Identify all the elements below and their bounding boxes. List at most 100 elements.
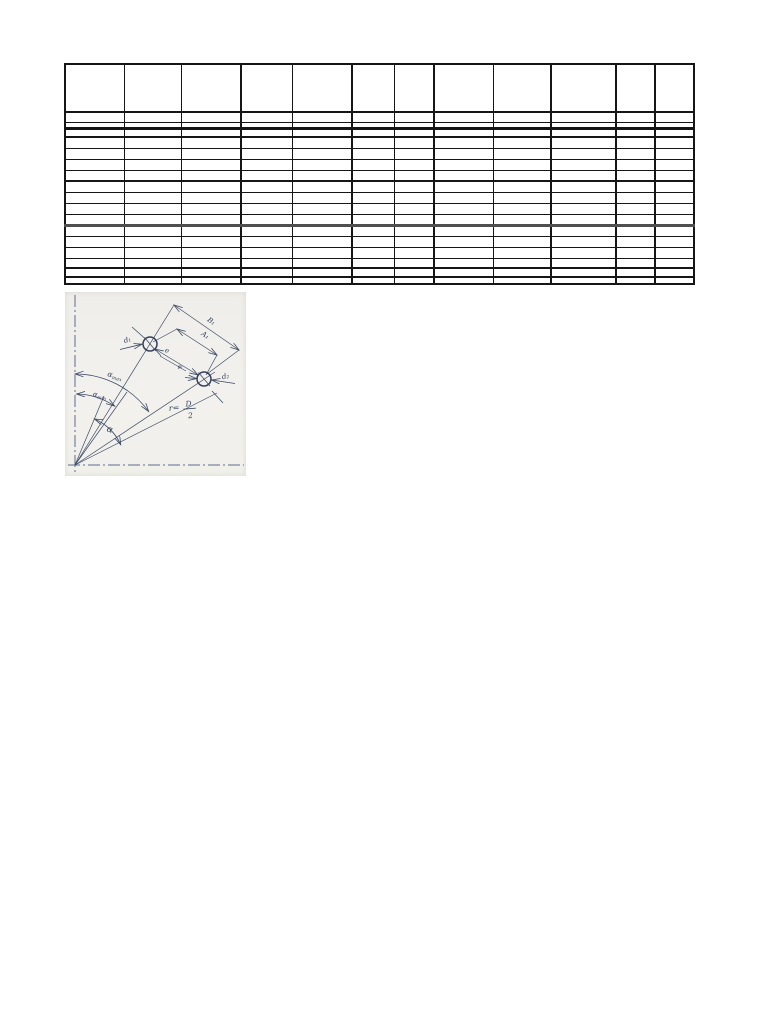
table-cell xyxy=(615,127,656,138)
sketch-svg: B₁ A₁ d₁ d₂ e ψ αmax αmin α r= D 2 xyxy=(68,295,244,473)
table-cell xyxy=(240,213,293,227)
table-cell xyxy=(550,191,617,204)
angle-label-alpha: α xyxy=(105,424,114,435)
roller-circle-1 xyxy=(142,336,158,352)
table-cell xyxy=(123,224,182,237)
ray-through-roller-1 xyxy=(74,304,175,466)
table-header-cell xyxy=(180,63,242,113)
table-header-cell xyxy=(393,63,435,113)
table-cell xyxy=(240,180,293,193)
table-cell xyxy=(393,127,435,138)
table-cell xyxy=(64,169,125,182)
table-cell xyxy=(351,257,395,269)
table-cell xyxy=(291,136,353,149)
table-cell xyxy=(180,257,242,269)
table-cell xyxy=(492,169,552,182)
table-cell xyxy=(291,235,353,248)
table-cell xyxy=(550,267,617,278)
table-cell xyxy=(64,267,125,278)
table-cell xyxy=(654,111,695,123)
table-cell xyxy=(180,213,242,227)
alpha-min-symbol: α xyxy=(92,390,99,399)
table-cell xyxy=(180,246,242,259)
roller-2-slash xyxy=(198,372,211,387)
table-cell xyxy=(123,191,182,204)
table-cell xyxy=(492,224,552,237)
table-cell xyxy=(351,136,395,149)
d2-arrow-left xyxy=(184,378,197,379)
table-cell xyxy=(123,127,182,138)
ext-line-a1-right xyxy=(205,354,218,376)
table-cell xyxy=(492,136,552,149)
dim-line-b1 xyxy=(174,305,239,350)
table-cell xyxy=(654,180,695,193)
table-cell xyxy=(615,267,656,278)
table-cell xyxy=(180,147,242,160)
table-cell xyxy=(550,158,617,171)
table-cell xyxy=(240,169,293,182)
alpha-max-symbol: α xyxy=(106,369,113,379)
table-cell xyxy=(615,121,656,130)
table-cell xyxy=(433,180,494,193)
table-cell xyxy=(654,127,695,138)
table-cell xyxy=(240,267,293,278)
table-cell xyxy=(433,111,494,123)
table-cell xyxy=(240,158,293,171)
table-cell xyxy=(351,267,395,278)
table-cell xyxy=(64,111,125,123)
dim-label-d2: d₂ xyxy=(221,372,230,381)
table-cell xyxy=(433,257,494,269)
table-cell xyxy=(351,169,395,182)
table-cell xyxy=(654,121,695,130)
table-cell xyxy=(550,276,617,285)
table-cell xyxy=(351,127,395,138)
table-cell xyxy=(291,213,353,227)
table-cell xyxy=(433,147,494,160)
table-header-cell xyxy=(492,63,552,113)
table-cell xyxy=(351,111,395,123)
table-cell xyxy=(615,180,656,193)
table-cell xyxy=(64,147,125,160)
table-cell xyxy=(654,191,695,204)
table-cell xyxy=(351,246,395,259)
table-cell xyxy=(123,213,182,227)
table-cell xyxy=(291,169,353,182)
table-cell xyxy=(180,191,242,204)
table-cell xyxy=(615,147,656,160)
table-cell xyxy=(240,136,293,149)
table-cell xyxy=(351,180,395,193)
table-cell xyxy=(433,202,494,215)
ray-through-roller-2 xyxy=(74,371,216,466)
table-cell xyxy=(615,136,656,149)
table-cell xyxy=(550,224,617,237)
table-cell xyxy=(240,191,293,204)
table-cell xyxy=(180,111,242,123)
table-cell xyxy=(654,158,695,171)
ray-radius xyxy=(74,392,218,466)
table-cell xyxy=(433,158,494,171)
table-cell xyxy=(492,147,552,160)
table-cell xyxy=(393,257,435,269)
table-cell xyxy=(393,276,435,285)
table-cell xyxy=(180,276,242,285)
table-cell xyxy=(654,257,695,269)
table-cell xyxy=(550,180,617,193)
table-cell xyxy=(240,246,293,259)
blank-data-table xyxy=(64,63,695,285)
table-header-cell xyxy=(351,63,395,113)
table-cell xyxy=(64,213,125,227)
table-cell xyxy=(393,191,435,204)
d1-leader xyxy=(119,344,142,350)
table-cell xyxy=(291,257,353,269)
angle-label-alpha-max: αmax xyxy=(106,369,124,383)
table-header-cell xyxy=(654,63,695,113)
table-cell xyxy=(654,169,695,182)
table-cell xyxy=(180,127,242,138)
table-cell xyxy=(433,169,494,182)
table-header-cell xyxy=(433,63,494,113)
angle-label-alpha-min: αmin xyxy=(92,390,108,402)
roller-circle-2 xyxy=(196,371,212,387)
table-cell xyxy=(180,136,242,149)
table-cell xyxy=(291,147,353,160)
table-cell xyxy=(291,127,353,138)
